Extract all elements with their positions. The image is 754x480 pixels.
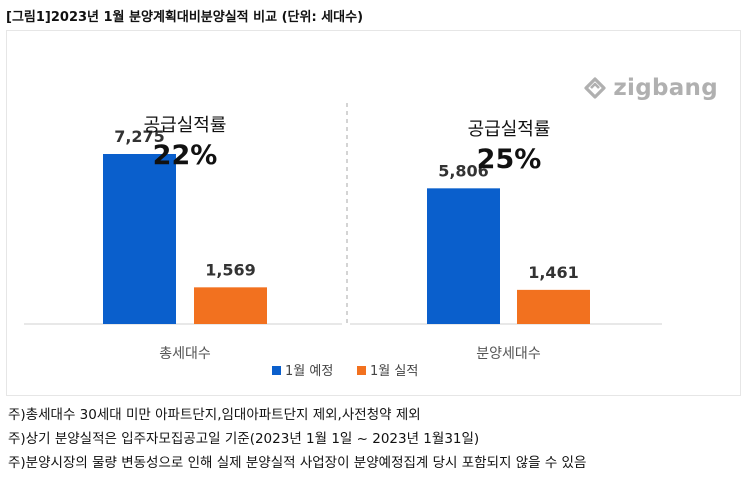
- annotation-value: 25%: [477, 144, 542, 175]
- data-label: 7,275: [114, 127, 165, 146]
- footnote: 주)총세대수 30세대 미만 아파트단지,임대아파트단지 제외,사전청약 제외: [8, 407, 421, 423]
- bar: [517, 289, 590, 324]
- chart-area: 7,275 1,569 총세대수 공급실적률 22% 5,806 1,461 분양세대수 공급실…: [6, 30, 741, 396]
- data-label: 1,461: [528, 263, 579, 282]
- zigbang-logo-icon: [584, 77, 606, 99]
- footnote: 주)분양시장의 물량 변동성으로 인해 실제 분양실적 사업장이 분양예정집계 …: [8, 455, 587, 471]
- legend-swatch: [357, 366, 366, 375]
- annotation-value: 22%: [153, 140, 218, 171]
- bar-chart: 7,275 1,569 총세대수 공급실적률 22% 5,806 1,461 분양세대수 공급실…: [24, 103, 662, 379]
- chart-title: [그림1]2023년 1월 분양계획대비분양실적 비교 (단위: 세대수): [6, 10, 364, 25]
- data-label: 1,569: [205, 260, 256, 279]
- data-label: 5,806: [438, 161, 489, 180]
- footnote: 주)상기 분양실적은 입주자모집공고일 기준(2023년 1월 1일 ~ 202…: [8, 431, 480, 447]
- annotation-heading: 공급실적률: [144, 115, 227, 136]
- category-label: 총세대수: [159, 346, 211, 362]
- legend-swatch: [272, 366, 281, 375]
- legend-label: 1월 예정: [285, 364, 333, 379]
- category-label: 분양세대수: [476, 346, 541, 362]
- bar: [103, 154, 176, 324]
- zigbang-logo: zigbang: [583, 75, 718, 101]
- logo-text: zigbang: [613, 75, 718, 101]
- annotation-heading: 공급실적률: [468, 119, 551, 140]
- footnotes: 주)총세대수 30세대 미만 아파트단지,임대아파트단지 제외,사전청약 제외 …: [8, 403, 586, 475]
- bar: [194, 287, 267, 324]
- bar: [427, 188, 500, 324]
- legend-label: 1월 실적: [370, 364, 418, 379]
